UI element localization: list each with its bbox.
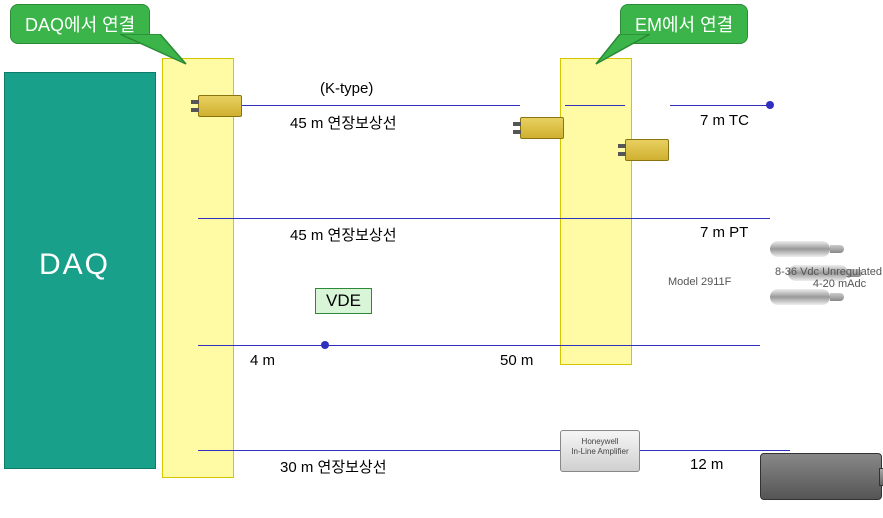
tc-line-3 bbox=[670, 105, 770, 106]
tc-len-label: 7 m TC bbox=[700, 112, 749, 129]
tc-connector-icon bbox=[625, 139, 669, 161]
vde-50m-label: 50 m bbox=[500, 352, 533, 369]
tc-connector-icon bbox=[198, 95, 242, 117]
inline-amplifier-icon: Honeywell In-Line Amplifier bbox=[560, 430, 640, 472]
lc-line-1 bbox=[198, 450, 560, 451]
tc-line-2 bbox=[565, 105, 625, 106]
daq-box: DAQ bbox=[4, 72, 156, 469]
vde-4m-label: 4 m bbox=[250, 352, 275, 369]
pt-ext-label: 45 m 연장보상선 bbox=[290, 224, 397, 245]
pt-spec-label: 8-36 Vdc Unregulated Vdc 4-20 mAdc bbox=[775, 266, 883, 290]
lc-len-label: 12 m bbox=[690, 456, 723, 473]
pt-line-1 bbox=[198, 218, 620, 219]
daq-label: DAQ bbox=[39, 248, 110, 282]
em-callout-text: EM에서 연결 bbox=[635, 15, 733, 35]
pt-len-label: 7 m PT bbox=[700, 224, 748, 241]
vde-line-2 bbox=[325, 345, 760, 346]
vde-line-1 bbox=[198, 345, 325, 346]
tc-end-dot bbox=[766, 101, 774, 109]
lc-ext-label: 30 m 연장보상선 bbox=[280, 456, 387, 477]
vde-label: VDE bbox=[326, 291, 361, 310]
pt-model-label: Model 2911F bbox=[668, 276, 731, 288]
diagram-canvas: DAQ DAQ에서 연결 EM에서 연결 (K-type) 45 m 연장보상선… bbox=[0, 0, 883, 518]
amp-brand: Honeywell bbox=[561, 437, 639, 447]
daq-callout-tail bbox=[120, 34, 200, 74]
actuator-icon bbox=[760, 453, 882, 500]
lc-line-2 bbox=[640, 450, 790, 451]
tc-ext-label: 45 m 연장보상선 bbox=[290, 112, 397, 133]
daq-callout-text: DAQ에서 연결 bbox=[25, 15, 135, 35]
yellow-zone-daq bbox=[162, 58, 234, 478]
tc-line-1 bbox=[240, 105, 520, 106]
pt-line-2 bbox=[620, 218, 770, 219]
amp-model: In-Line Amplifier bbox=[561, 447, 639, 457]
tc-connector-icon bbox=[520, 117, 564, 139]
tc-over-label: (K-type) bbox=[320, 80, 373, 97]
vde-box: VDE bbox=[315, 288, 372, 314]
em-callout-tail bbox=[590, 34, 650, 74]
